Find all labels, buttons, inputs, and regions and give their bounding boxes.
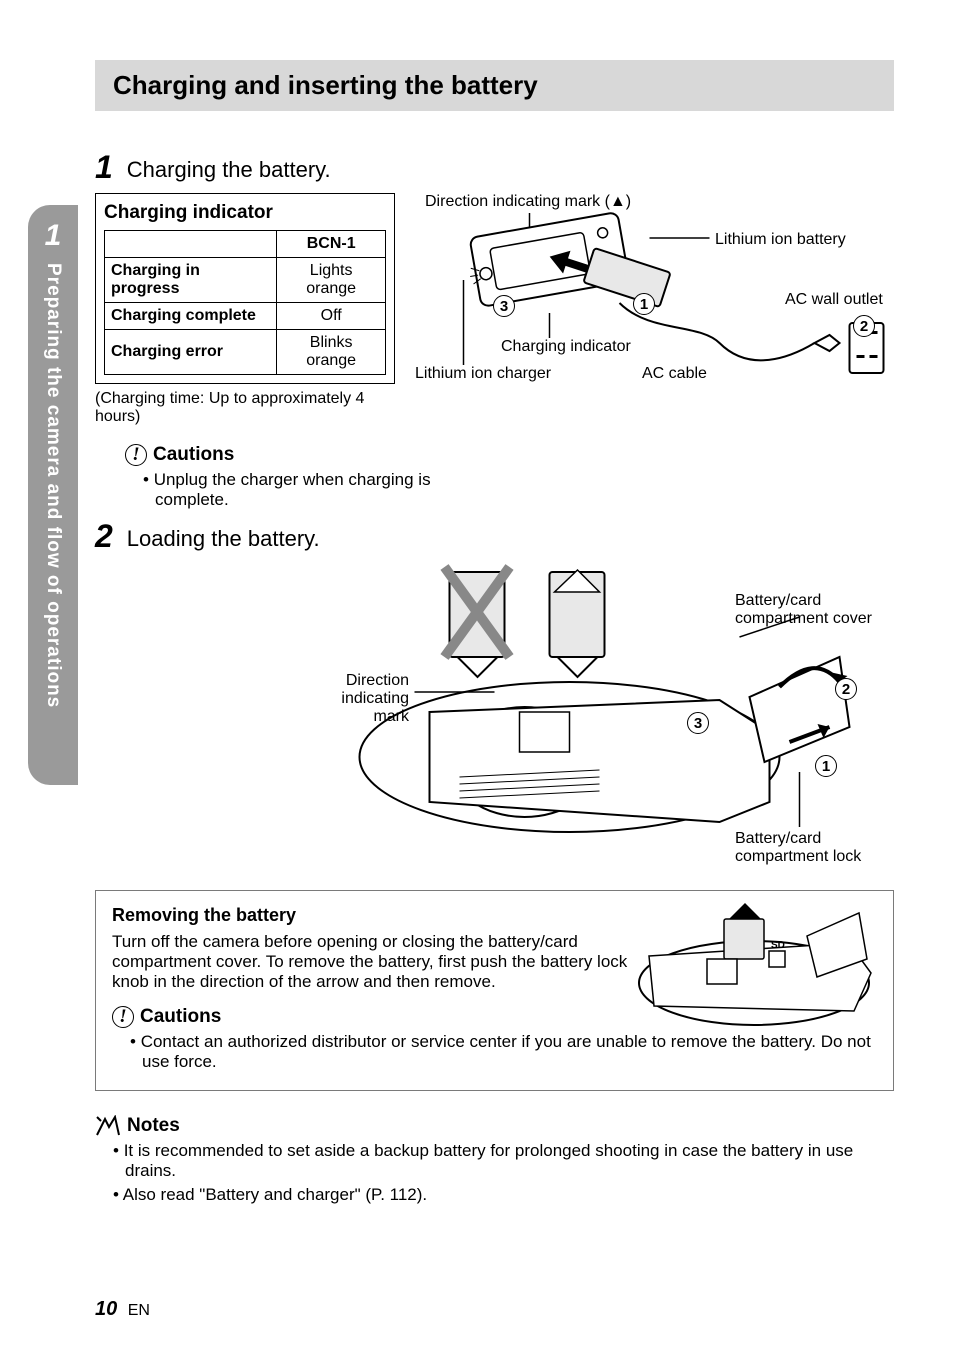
label-direction-mark: Direction indicating mark (▲) [425,193,631,211]
step-1-number: 1 [95,151,113,183]
charging-diagram: Direction indicating mark (▲) [415,193,894,423]
step-2-row: 2 Loading the battery. [95,520,894,552]
indicator-row1-value: Off [277,303,386,330]
diagram1-circled-2: 2 [853,315,875,337]
page-lang: EN [128,1302,150,1319]
indicator-row2-value: Blinks orange [277,330,386,375]
indicator-row0-value: Lights orange [277,258,386,303]
caution-icon: ! [125,444,147,466]
label-li-charger: Lithium ion charger [415,365,551,383]
step-2-number: 2 [95,520,113,552]
notes-icon [95,1115,121,1137]
step-1-title: Charging the battery. [127,151,331,183]
diagram2-circled-3: 3 [687,712,709,734]
svg-text:SD: SD [771,940,785,951]
notes-heading: Notes [95,1115,894,1137]
label-charge-ind: Charging indicator [501,338,631,356]
charging-time-note: (Charging time: Up to approximately 4 ho… [95,390,395,426]
cautions-1-heading: ! Cautions [125,444,894,466]
caution-icon-2: ! [112,1006,134,1028]
step-1-row: 1 Charging the battery. [95,151,894,183]
cautions-1-list: Unplug the charger when charging is comp… [143,470,443,510]
notes-item-1: Also read "Battery and charger" (P. 112)… [113,1185,894,1205]
page-number: 10 [95,1298,117,1320]
indicator-row0-label: Charging in progress [105,258,277,303]
removing-text: Turn off the camera before opening or cl… [112,932,642,992]
chapter-number: 1 [45,219,62,253]
cautions-1-item-0: Unplug the charger when charging is comp… [143,470,443,510]
diagram2-circled-1: 1 [815,755,837,777]
notes-item-0: It is recommended to set aside a backup … [113,1141,894,1181]
indicator-col-header: BCN-1 [277,231,386,258]
cautions-2-label: Cautions [140,1006,221,1028]
label-cover: Battery/card compartment cover [735,592,885,628]
loading-diagram: Direction indicating mark Battery/card c… [95,562,894,882]
indicator-row2-label: Charging error [105,330,277,375]
diagram1-circled-3: 3 [493,295,515,317]
chapter-side-tab: 1 Preparing the camera and flow of opera… [28,205,78,785]
diagram2-circled-2: 2 [835,678,857,700]
cautions-2-item-0: Contact an authorized distributor or ser… [130,1032,877,1072]
chapter-label: Preparing the camera and flow of operati… [42,263,64,708]
label-ac-wall: AC wall outlet [785,291,883,309]
label-lock: Battery/card compartment lock [735,830,895,866]
charging-indicator-box: Charging indicator BCN-1 Charging in pro… [95,193,395,384]
label-dir-mark: Direction indicating mark [319,672,409,726]
label-li-battery: Lithium ion battery [715,231,846,249]
removing-diagram: SD [629,901,879,1031]
indicator-table: BCN-1 Charging in progress Lights orange… [104,230,386,375]
cautions-1-label: Cautions [153,444,234,466]
notes-label: Notes [127,1115,180,1137]
indicator-heading: Charging indicator [104,202,386,224]
section-header: Charging and inserting the battery [95,60,894,111]
label-ac-cable: AC cable [642,365,707,383]
diagram1-circled-1: 1 [633,293,655,315]
notes-list: It is recommended to set aside a backup … [113,1141,894,1205]
page-footer: 10 EN [95,1298,150,1321]
indicator-row1-label: Charging complete [105,303,277,330]
step-2-title: Loading the battery. [127,520,320,552]
removing-battery-box: Removing the battery Turn off the camera… [95,890,894,1091]
cautions-2-list: Contact an authorized distributor or ser… [130,1032,877,1072]
